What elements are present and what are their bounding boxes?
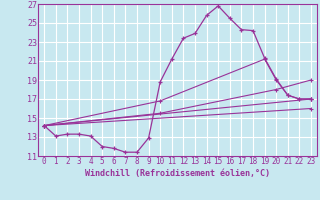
X-axis label: Windchill (Refroidissement éolien,°C): Windchill (Refroidissement éolien,°C) <box>85 169 270 178</box>
